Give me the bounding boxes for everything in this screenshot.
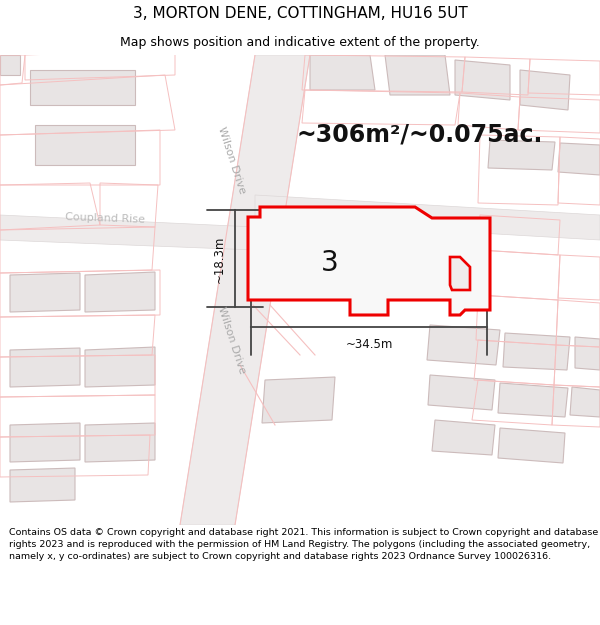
Polygon shape (575, 337, 600, 370)
Polygon shape (10, 423, 80, 462)
Polygon shape (262, 377, 335, 423)
Polygon shape (10, 348, 80, 387)
Polygon shape (85, 272, 155, 312)
Text: 3, MORTON DENE, COTTINGHAM, HU16 5UT: 3, MORTON DENE, COTTINGHAM, HU16 5UT (133, 6, 467, 21)
Text: ~34.5m: ~34.5m (346, 339, 392, 351)
Text: Coupland Rise: Coupland Rise (65, 212, 145, 224)
Polygon shape (85, 347, 155, 387)
Text: Morton Dene: Morton Dene (326, 206, 404, 224)
Polygon shape (498, 383, 568, 417)
Text: Contains OS data © Crown copyright and database right 2021. This information is : Contains OS data © Crown copyright and d… (9, 528, 598, 561)
Polygon shape (385, 55, 450, 95)
Polygon shape (428, 375, 495, 410)
Text: Wilson Drive: Wilson Drive (217, 305, 248, 375)
Polygon shape (432, 420, 495, 455)
Polygon shape (310, 55, 375, 90)
Text: ~18.3m: ~18.3m (212, 235, 226, 282)
Polygon shape (570, 387, 600, 417)
Polygon shape (520, 70, 570, 110)
Polygon shape (10, 468, 75, 502)
Polygon shape (455, 60, 510, 100)
Polygon shape (35, 125, 135, 165)
Polygon shape (180, 55, 310, 525)
Polygon shape (503, 333, 570, 370)
Text: Wilson Drive: Wilson Drive (217, 125, 248, 195)
Text: ~306m²/~0.075ac.: ~306m²/~0.075ac. (297, 123, 543, 147)
Polygon shape (248, 207, 490, 315)
Polygon shape (558, 143, 600, 175)
Text: Map shows position and indicative extent of the property.: Map shows position and indicative extent… (120, 36, 480, 49)
Polygon shape (0, 215, 255, 250)
Polygon shape (498, 428, 565, 463)
Text: 3: 3 (321, 249, 339, 277)
Polygon shape (488, 140, 555, 170)
Polygon shape (30, 70, 135, 105)
Polygon shape (255, 195, 600, 240)
Polygon shape (450, 257, 470, 290)
Polygon shape (10, 273, 80, 312)
Polygon shape (0, 55, 20, 75)
Polygon shape (427, 325, 500, 365)
Polygon shape (85, 423, 155, 462)
